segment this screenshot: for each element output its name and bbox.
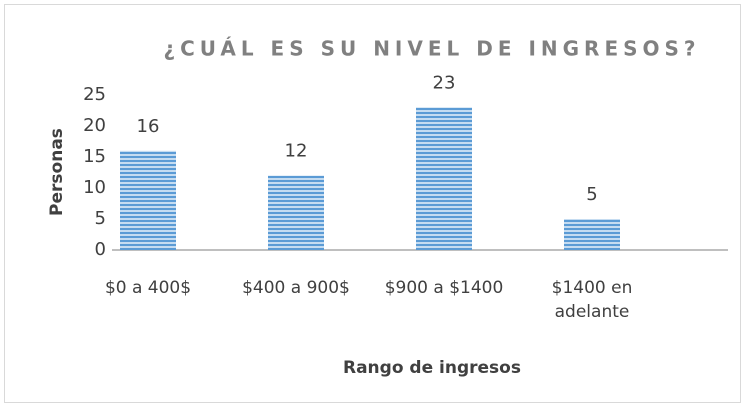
chart-border <box>4 4 741 403</box>
y-axis-label: Personas <box>47 128 67 216</box>
x-tick-label: $1400 en adelante <box>551 278 633 322</box>
x-axis-label: Rango de ingresos <box>343 358 521 378</box>
data-label: 12 <box>285 141 308 162</box>
y-tick-label: 5 <box>95 208 106 229</box>
bar <box>564 219 620 250</box>
x-tick-label: $0 a 400$ <box>104 278 192 298</box>
x-tick-label: $400 a 900$ <box>242 278 350 298</box>
bar <box>416 107 472 251</box>
data-label: 23 <box>433 72 456 93</box>
y-tick-label: 20 <box>83 115 106 136</box>
y-tick-label: 15 <box>83 146 106 167</box>
data-label: 16 <box>137 116 160 137</box>
y-tick-label: 0 <box>95 239 106 260</box>
chart-title: ¿CUÁL ES SU NIVEL DE INGRESOS? <box>163 37 700 61</box>
x-tick-label: $900 a $1400 <box>384 278 504 298</box>
y-tick-label: 10 <box>83 177 106 198</box>
data-label: 5 <box>586 184 597 205</box>
bar <box>268 175 324 250</box>
bar <box>120 150 176 250</box>
y-tick-label: 25 <box>83 84 106 105</box>
